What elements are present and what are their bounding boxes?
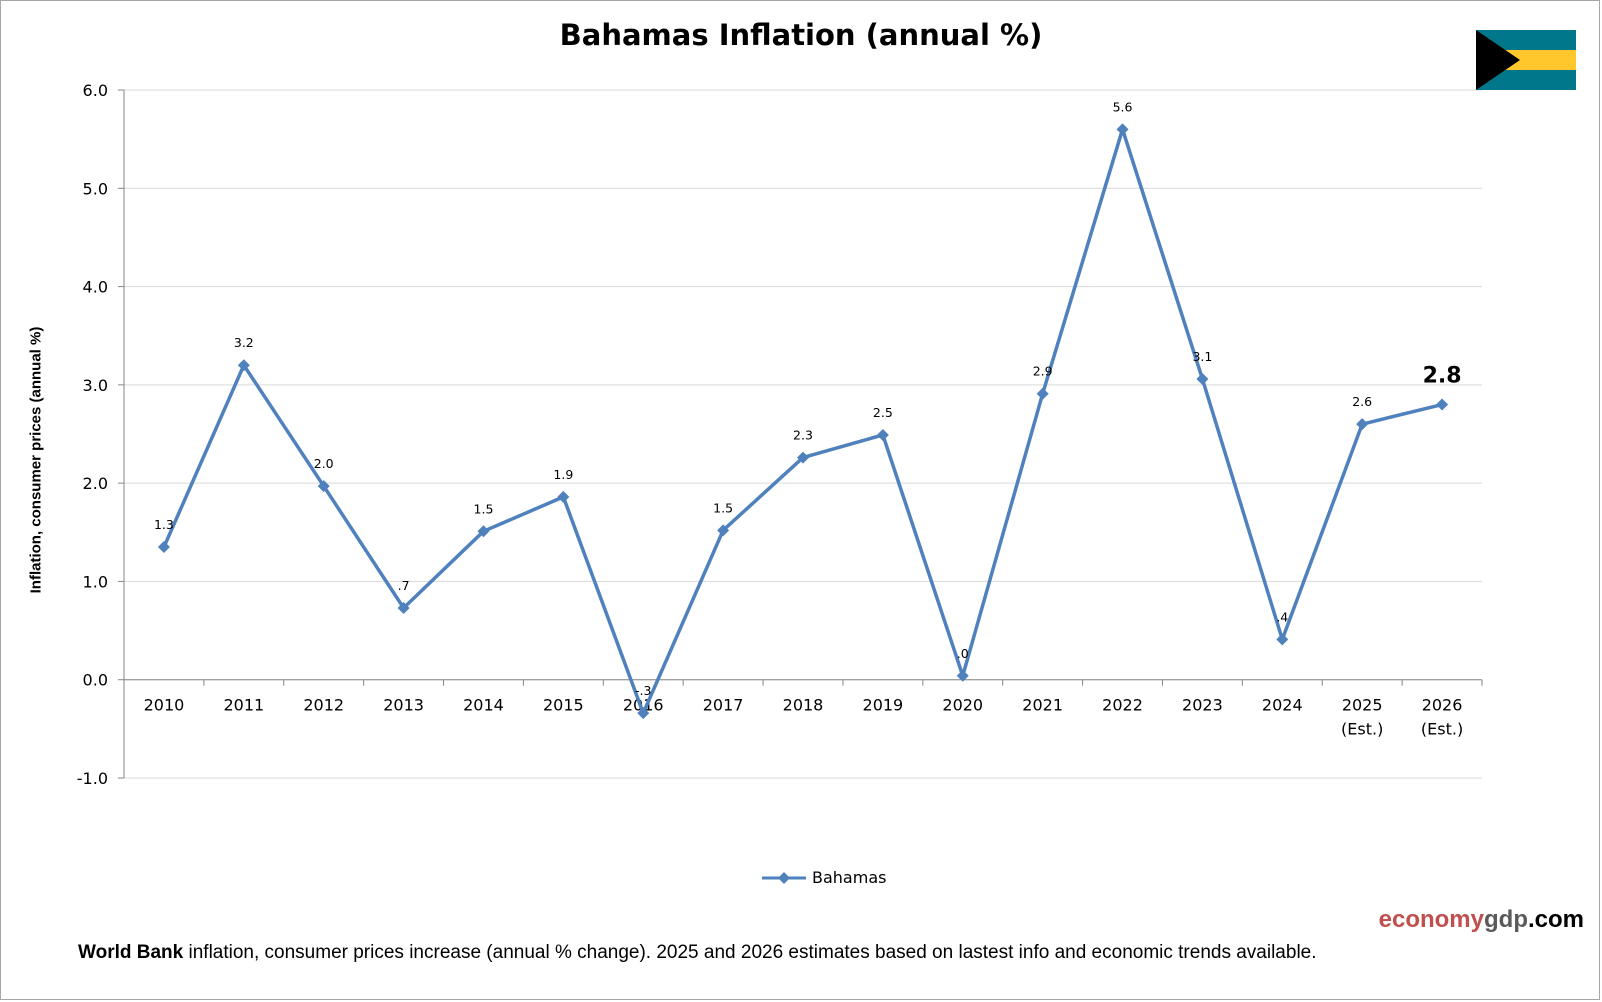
watermark-part-economy: economy (1378, 906, 1484, 933)
x-tick-label: 2021 (1022, 696, 1063, 715)
y-tick-label: 2.0 (83, 474, 108, 493)
data-label: 3.2 (234, 335, 254, 350)
x-tick-label: 2014 (463, 696, 504, 715)
x-tick-label: 2024 (1262, 696, 1303, 715)
legend: Bahamas (762, 868, 886, 887)
flag-triangle (1476, 30, 1520, 90)
chart-title: Bahamas Inflation (annual %) (559, 18, 1043, 52)
x-tick-label: 2023 (1182, 696, 1223, 715)
data-label: 5.6 (1113, 99, 1133, 114)
series-line-bahamas (162, 127, 1443, 715)
x-tick-label: 2017 (703, 696, 744, 715)
x-tick-label: 2019 (863, 696, 904, 715)
data-point-marker (557, 490, 570, 503)
data-point-marker (1436, 398, 1449, 411)
y-tick-label: 0.0 (83, 671, 108, 690)
data-point-marker (717, 524, 730, 537)
data-label: .4 (1276, 609, 1288, 624)
data-label: 3.1 (1192, 349, 1212, 364)
data-label: .0 (957, 646, 969, 661)
data-point-marker (1116, 123, 1129, 136)
data-label: 2.0 (314, 456, 334, 471)
flag-top-stripe (1476, 30, 1576, 50)
x-tick-label: 2013 (383, 696, 424, 715)
data-point-marker (1036, 387, 1049, 400)
y-tick-label: -1.0 (77, 769, 108, 788)
x-tick-label: 2010 (144, 696, 185, 715)
data-label: 2.8 (1423, 364, 1462, 389)
data-point-marker (157, 541, 170, 554)
flag-bottom-stripe (1476, 70, 1576, 90)
footnote-text: inflation, consumer prices increase (ann… (183, 942, 1317, 963)
legend-label: Bahamas (812, 868, 887, 887)
data-label: 1.9 (553, 467, 573, 482)
data-point-marker (397, 601, 410, 614)
data-point-marker (1196, 372, 1209, 385)
data-label: -.3 (635, 683, 651, 698)
data-point-marker (1356, 418, 1369, 431)
y-tick-label: 5.0 (83, 179, 108, 198)
footnote-source: World Bank (78, 942, 184, 963)
data-point-marker (317, 480, 330, 493)
x-tick-label: 2018 (783, 696, 824, 715)
data-point-marker (637, 707, 650, 720)
x-tick-label: 2025 (Est.) (1341, 696, 1383, 739)
y-tick-label: 4.0 (83, 278, 108, 297)
x-tick-label: 2015 (543, 696, 584, 715)
data-label: 2.3 (793, 428, 813, 443)
x-tick-label: 2020 (942, 696, 983, 715)
data-label: 1.5 (713, 500, 733, 515)
data-label: 2.6 (1352, 394, 1372, 409)
data-label: 1.3 (154, 517, 174, 532)
x-tick-label: 2012 (303, 696, 344, 715)
data-label: .7 (398, 578, 410, 593)
data-point-marker (876, 428, 889, 441)
x-tick-label: 2011 (223, 696, 264, 715)
watermark-part-com: .com (1527, 906, 1584, 933)
x-tick-label: 2026 (Est.) (1421, 696, 1463, 739)
data-point-marker (237, 359, 250, 372)
data-point-marker (956, 669, 969, 682)
footnote: World Bank inflation, consumer prices in… (78, 942, 1317, 964)
y-tick-label: 1.0 (83, 572, 108, 591)
data-label: 2.5 (873, 405, 893, 420)
data-point-marker (477, 525, 490, 538)
x-tick-label: 2016 (623, 696, 664, 715)
y-tick-label: 3.0 (83, 376, 108, 395)
watermark-part-gdp: gdp (1484, 906, 1528, 933)
bahamas-flag-icon (1476, 30, 1576, 90)
data-point-marker (1276, 633, 1289, 646)
x-tick-label: 2022 (1102, 696, 1143, 715)
data-point-marker (797, 451, 809, 464)
data-label: 2.9 (1033, 364, 1053, 379)
legend-series-marker (762, 871, 806, 884)
site-watermark[interactable]: economygdp.com (1379, 906, 1584, 934)
y-tick-label: 6.0 (83, 81, 108, 100)
data-label: 1.5 (474, 501, 494, 516)
